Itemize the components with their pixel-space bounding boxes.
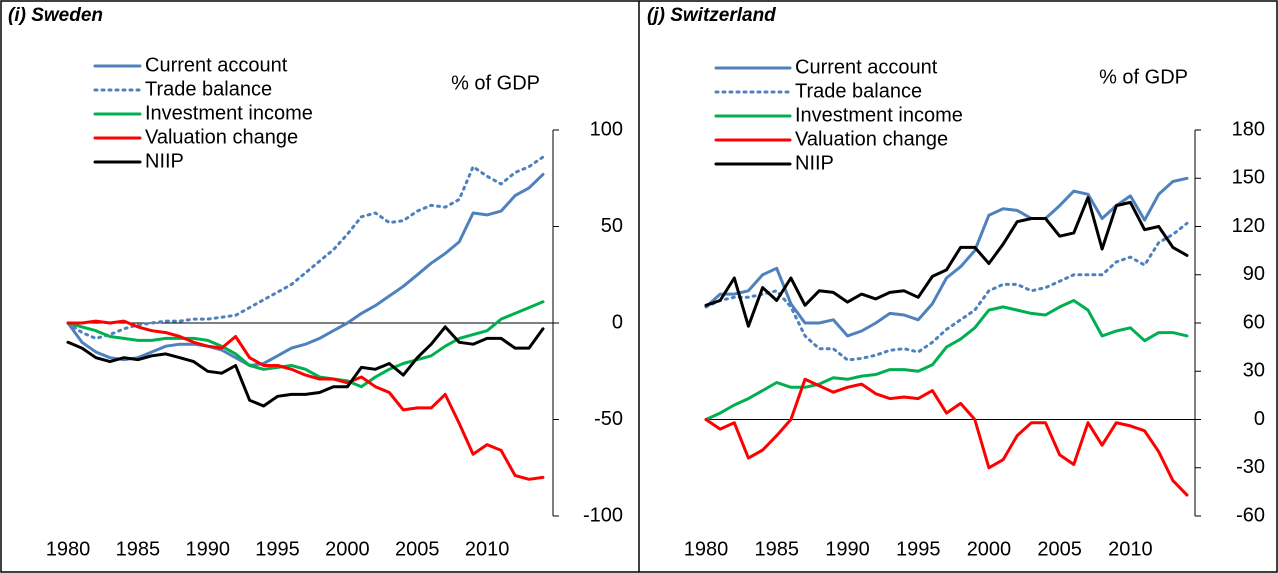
x-tick-label: 1990: [185, 538, 230, 560]
x-tick-label: 1995: [896, 538, 941, 560]
series-line: [66, 319, 545, 481]
legend-label: Current account: [795, 56, 938, 78]
legend-label: Valuation change: [795, 128, 948, 150]
legend-label: NIIP: [795, 152, 834, 174]
y-tick-label: -30: [1236, 456, 1265, 478]
chart-title: (j) Switzerland: [647, 5, 776, 26]
y-tick-label: -60: [1236, 504, 1265, 526]
y-tick-label: 150: [1232, 167, 1265, 189]
y-tick-label: -100: [583, 504, 623, 526]
legend-label: Trade balance: [145, 78, 272, 100]
x-tick-label: 2005: [395, 538, 440, 560]
y-tick-label: 0: [612, 311, 623, 333]
x-tick-label: 1980: [46, 538, 91, 560]
chart-title: (i) Sweden: [8, 5, 103, 26]
y-tick-label: -50: [594, 408, 623, 430]
x-tick-label: 1990: [825, 538, 870, 560]
y-tick-label: 120: [1232, 215, 1265, 237]
y-tick-label: 180: [1232, 118, 1265, 140]
y-tick-label: 50: [601, 215, 623, 237]
legend-label: Investment income: [795, 104, 963, 126]
legend-label: Current account: [145, 54, 288, 76]
series-line: [66, 155, 545, 340]
x-tick-label: 2010: [1108, 538, 1153, 560]
series-line: [66, 300, 545, 389]
x-tick-label: 1985: [116, 538, 161, 560]
x-tick-label: 2000: [325, 538, 370, 560]
y-axis-label: % of GDP: [451, 72, 540, 94]
series-line: [66, 325, 545, 408]
series-line: [704, 377, 1189, 497]
x-tick-label: 2010: [465, 538, 510, 560]
legend-label: Trade balance: [795, 80, 922, 102]
y-axis-label: % of GDP: [1099, 66, 1188, 88]
series-line: [704, 196, 1189, 328]
x-tick-label: 2005: [1037, 538, 1082, 560]
y-tick-label: 30: [1243, 360, 1265, 382]
legend-label: NIIP: [145, 150, 184, 172]
x-tick-label: 2000: [967, 538, 1012, 560]
y-tick-label: 0: [1254, 408, 1265, 430]
series-line: [704, 221, 1189, 362]
y-tick-label: 100: [590, 118, 623, 140]
x-tick-label: 1980: [684, 538, 729, 560]
x-tick-label: 1995: [255, 538, 300, 560]
x-tick-label: 1985: [754, 538, 799, 560]
legend-label: Valuation change: [145, 126, 298, 148]
series-line: [704, 176, 1189, 338]
y-tick-label: 90: [1243, 263, 1265, 285]
legend-label: Investment income: [145, 102, 313, 124]
series-line: [704, 299, 1189, 421]
y-tick-label: 60: [1243, 311, 1265, 333]
series-line: [66, 172, 545, 367]
